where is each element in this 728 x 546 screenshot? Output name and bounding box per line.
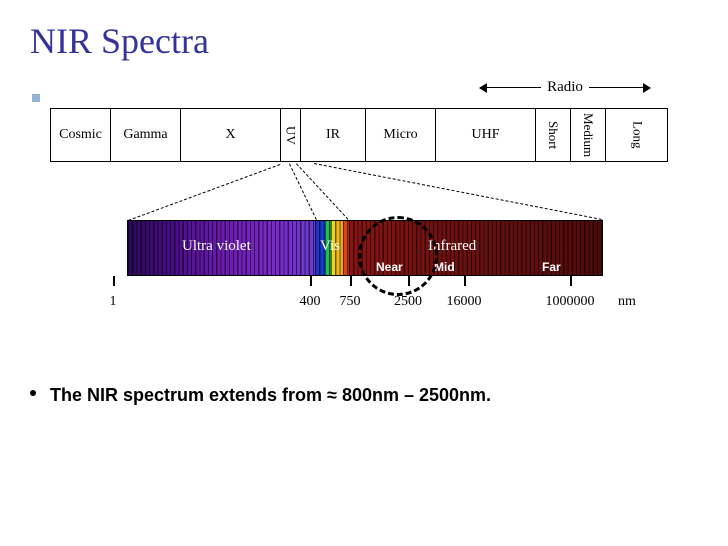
axis-tick-label: 1: [110, 294, 117, 310]
band-cell: Gamma: [111, 109, 181, 161]
radio-label-group: Radio: [480, 79, 650, 96]
ir-sub-label: Far: [542, 260, 561, 274]
axis-tick-label: 2500: [394, 294, 422, 310]
bullet-dot-icon: [30, 390, 36, 396]
connector-line: [128, 164, 280, 221]
radio-label: Radio: [541, 79, 589, 96]
nir-highlight-circle: [358, 216, 438, 296]
band-label: UHF: [471, 127, 499, 143]
title-bullet-icon: [32, 94, 40, 102]
zoom-region-label: Vis: [320, 238, 340, 255]
axis-tick-label: 16000: [447, 294, 482, 310]
band-label: Medium: [580, 113, 596, 157]
full-spectrum-bar: Cosmic Gamma X UV IR Micro UHF Short Medium Long: [50, 108, 668, 162]
band-cell: Medium: [571, 109, 606, 161]
band-cell: Cosmic: [51, 109, 111, 161]
axis-tick-label: 1000000: [546, 294, 595, 310]
axis-tick-label: 750: [340, 294, 361, 310]
arrow-left-icon: [480, 87, 541, 89]
slide-title: NIR Spectra: [30, 20, 209, 62]
band-cell: Long: [606, 109, 669, 161]
unit-label: nm: [618, 294, 636, 310]
band-cell: UV: [281, 109, 301, 161]
axis-tick: [310, 276, 312, 286]
connector-line: [314, 163, 602, 220]
arrow-right-icon: [589, 87, 650, 89]
band-label: Gamma: [123, 127, 167, 143]
band-label: Short: [545, 121, 561, 149]
axis-tick: [570, 276, 572, 286]
band-label: Cosmic: [59, 127, 102, 143]
band-label: Micro: [383, 127, 417, 143]
band-label: X: [225, 127, 235, 143]
band-cell: Micro: [366, 109, 436, 161]
description-text: The NIR spectrum extends from ≈ 800nm – …: [50, 385, 491, 406]
band-cell: IR: [301, 109, 366, 161]
axis-tick: [350, 276, 352, 286]
band-label: IR: [326, 127, 340, 143]
band-label: UV: [283, 126, 299, 145]
band-cell: Short: [536, 109, 571, 161]
band-cell: X: [181, 109, 281, 161]
band-cell: UHF: [436, 109, 536, 161]
axis-tick: [464, 276, 466, 286]
band-label: Long: [630, 121, 646, 148]
zoom-region-label: Ultra violet: [182, 238, 251, 255]
axis-tick: [113, 276, 115, 286]
axis-tick-label: 400: [300, 294, 321, 310]
